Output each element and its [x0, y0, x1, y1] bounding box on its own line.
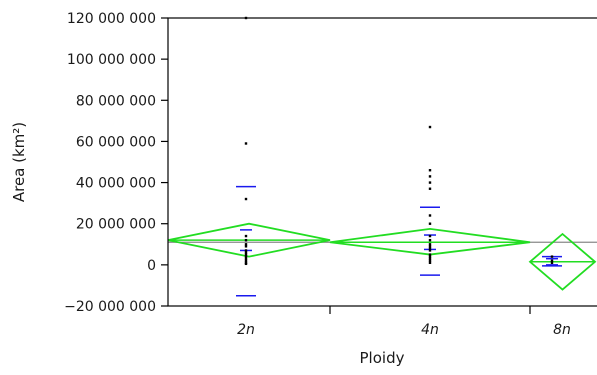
data-point	[428, 175, 432, 178]
data-point	[428, 249, 432, 252]
data-point	[550, 261, 554, 264]
data-point	[244, 253, 248, 256]
data-points	[244, 16, 554, 266]
y-tick-label: 20 000 000	[76, 217, 156, 233]
y-axis-ticks: −20 000 000 0 20 000 000 40 000 000 60 000 0…	[64, 11, 168, 315]
data-point	[244, 197, 248, 201]
data-point	[428, 181, 432, 184]
data-point	[428, 261, 432, 264]
data-point	[550, 259, 554, 262]
plot-frame	[167, 17, 597, 307]
x-tick-label: 8n	[553, 322, 571, 338]
y-tick-label: 120 000 000	[67, 11, 156, 27]
data-point	[428, 243, 432, 246]
sd-ci-lines	[236, 185, 562, 297]
plot-area	[167, 16, 597, 297]
data-point	[428, 222, 432, 225]
y-tick-label: 0	[147, 258, 156, 274]
data-point	[244, 238, 248, 242]
data-point	[244, 234, 248, 238]
data-point	[550, 255, 554, 258]
data-point	[244, 142, 248, 145]
data-point	[428, 187, 432, 190]
data-point	[428, 214, 432, 217]
x-axis-ticks: 2n 4n 8n	[237, 306, 571, 338]
y-tick-label: 100 000 000	[67, 52, 156, 68]
mean-diamonds	[167, 222, 597, 291]
data-point	[244, 259, 248, 262]
x-tick-label: 4n	[421, 322, 439, 338]
data-point	[428, 238, 432, 242]
data-point	[244, 243, 248, 246]
y-tick-label: 40 000 000	[76, 176, 156, 192]
data-point	[244, 255, 248, 258]
data-point	[244, 257, 248, 260]
data-point	[244, 245, 248, 248]
data-point	[244, 249, 248, 252]
data-point	[428, 245, 432, 248]
data-point	[428, 125, 432, 129]
data-point	[428, 169, 432, 172]
y-axis-title: Area (km²)	[10, 122, 28, 202]
data-point	[244, 262, 248, 266]
data-point	[428, 247, 432, 250]
data-point	[428, 255, 432, 258]
data-point	[428, 259, 432, 262]
data-point	[428, 257, 432, 260]
data-point	[244, 251, 248, 254]
x-tick-label: 2n	[237, 322, 255, 338]
y-tick-label: 60 000 000	[76, 134, 156, 150]
y-tick-label: 80 000 000	[76, 93, 156, 109]
y-tick-label: −20 000 000	[64, 299, 156, 315]
data-point	[428, 234, 432, 238]
data-point	[428, 253, 432, 256]
x-axis-title: Ploidy	[360, 349, 405, 367]
